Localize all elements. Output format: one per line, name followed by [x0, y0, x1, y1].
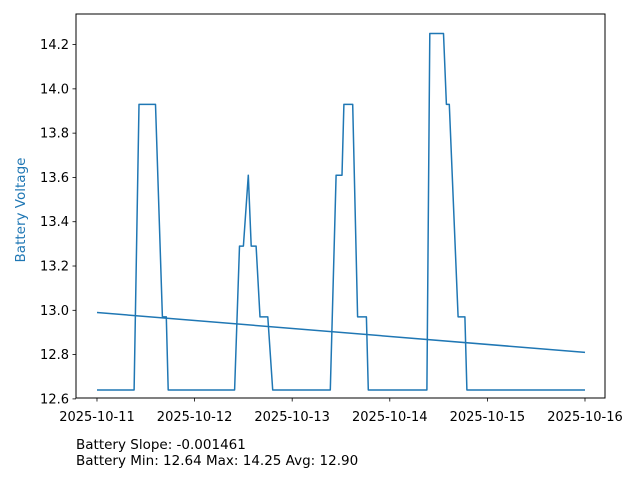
- x-tick-label: 2025-10-13: [254, 410, 330, 425]
- y-tick-label: 13.2: [40, 260, 69, 275]
- x-tick-label: 2025-10-16: [547, 410, 623, 425]
- y-tick-label: 13.8: [40, 127, 69, 142]
- y-tick-label: 12.8: [40, 348, 69, 363]
- y-axis-label: Battery Voltage: [13, 158, 29, 263]
- y-tick-label: 13.4: [40, 215, 69, 230]
- y-tick-label: 13.6: [40, 171, 69, 186]
- x-tick-label: 2025-10-15: [450, 410, 526, 425]
- stats-minmax-text: Battery Min: 12.64 Max: 14.25 Avg: 12.90: [76, 453, 358, 469]
- battery-voltage-line: [97, 32, 585, 391]
- stats-slope-text: Battery Slope: -0.001461: [76, 437, 246, 453]
- x-tick-label: 2025-10-12: [157, 410, 233, 425]
- y-tick-label: 14.0: [40, 82, 69, 97]
- x-tick-label: 2025-10-14: [352, 410, 428, 425]
- y-tick-label: 14.2: [40, 38, 69, 53]
- y-tick-label: 13.0: [40, 304, 69, 319]
- plot-area-border: [75, 13, 606, 399]
- x-axis-ticks: 2025-10-11 2025-10-12 2025-10-13 2025-10-14…: [59, 398, 623, 425]
- data-series-group: [96, 32, 586, 391]
- x-tick-label: 2025-10-11: [59, 410, 135, 425]
- y-tick-label: 12.6: [40, 392, 69, 407]
- battery-trend-line: [96, 311, 586, 354]
- y-axis-ticks: 12.6 12.8 13.0 13.2 13.4 13.6 13.8 14.0 14.2: [40, 38, 76, 407]
